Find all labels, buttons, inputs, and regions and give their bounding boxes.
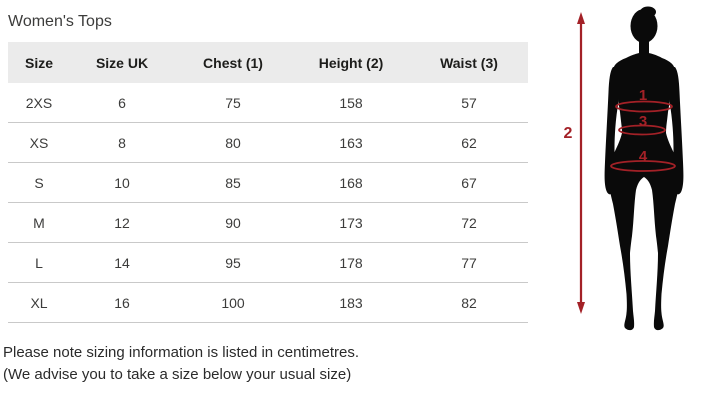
hips-measure-label: 4 <box>639 148 648 165</box>
table-cell-height: 168 <box>292 162 410 203</box>
sizing-notes: Please note sizing information is listed… <box>3 342 359 386</box>
table-cell-chest: 80 <box>174 122 292 163</box>
table-cell-chest: 95 <box>174 242 292 283</box>
column-header-waist: Waist (3) <box>410 42 528 83</box>
table-cell-size: 2XS <box>8 83 70 123</box>
table-cell-size: L <box>8 242 70 283</box>
waist-measure-ellipse-icon <box>618 124 666 136</box>
torso-legs-shape <box>608 52 644 331</box>
column-header-chest: Chest (1) <box>174 42 292 83</box>
chest-measure-label: 1 <box>639 87 647 104</box>
table-cell-chest: 90 <box>174 202 292 243</box>
measurement-figure: 2 1 <box>555 0 713 340</box>
head-shape <box>630 9 658 43</box>
neck-shape <box>639 39 649 58</box>
table-row: XL 16 100 183 82 <box>8 282 528 323</box>
table-cell-size-uk: 8 <box>70 122 174 163</box>
woman-silhouette-diagram: 2 1 <box>564 6 684 331</box>
column-header-height: Height (2) <box>292 42 410 83</box>
table-cell-chest: 100 <box>174 282 292 323</box>
size-table-body: 2XS 6 75 158 57 XS 8 80 163 62 S 10 85 1… <box>8 83 528 323</box>
table-cell-size: S <box>8 162 70 203</box>
table-cell-size: XS <box>8 122 70 163</box>
table-cell-size: M <box>8 202 70 243</box>
table-cell-size: XL <box>8 282 70 323</box>
column-header-size: Size <box>8 42 70 83</box>
table-cell-chest: 85 <box>174 162 292 203</box>
hips-measure-ellipse-icon <box>610 160 676 172</box>
woman-silhouette: 1 3 4 <box>604 6 684 331</box>
table-cell-height: 163 <box>292 122 410 163</box>
table-cell-size-uk: 6 <box>70 83 174 123</box>
height-arrow-icon <box>577 12 585 314</box>
table-cell-waist: 82 <box>410 282 528 323</box>
table-row: XS 8 80 163 62 <box>8 122 528 163</box>
column-header-size-uk: Size UK <box>70 42 174 83</box>
table-cell-size-uk: 10 <box>70 162 174 203</box>
table-cell-waist: 72 <box>410 202 528 243</box>
table-cell-height: 178 <box>292 242 410 283</box>
table-cell-waist: 77 <box>410 242 528 283</box>
table-row: L 14 95 178 77 <box>8 242 528 283</box>
table-row: 2XS 6 75 158 57 <box>8 83 528 123</box>
table-header-row: Size Size UK Chest (1) Height (2) Waist … <box>8 42 528 83</box>
note-size-advice: (We advise you to take a size below your… <box>3 366 352 383</box>
table-row: M 12 90 173 72 <box>8 202 528 243</box>
size-table: Size Size UK Chest (1) Height (2) Waist … <box>8 42 528 323</box>
table-cell-chest: 75 <box>174 83 292 123</box>
arm-shape <box>604 67 621 195</box>
table-cell-size-uk: 14 <box>70 242 174 283</box>
chest-measure-ellipse-icon <box>615 100 673 113</box>
waist-measure-label: 3 <box>639 113 647 130</box>
table-cell-waist: 57 <box>410 83 528 123</box>
table-cell-waist: 67 <box>410 162 528 203</box>
table-row: S 10 85 168 67 <box>8 162 528 203</box>
height-measure-label: 2 <box>564 125 573 142</box>
table-cell-size-uk: 12 <box>70 202 174 243</box>
note-centimetres: Please note sizing information is listed… <box>3 344 360 361</box>
page-title: Women's Tops <box>8 13 112 30</box>
table-cell-height: 183 <box>292 282 410 323</box>
table-cell-size-uk: 16 <box>70 282 174 323</box>
table-cell-waist: 62 <box>410 122 528 163</box>
table-cell-height: 173 <box>292 202 410 243</box>
table-cell-height: 158 <box>292 83 410 123</box>
